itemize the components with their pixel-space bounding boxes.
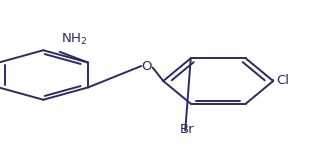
Text: Br: Br [180, 123, 194, 136]
Text: Cl: Cl [276, 74, 289, 87]
Text: NH$_2$: NH$_2$ [61, 32, 88, 47]
Text: O: O [142, 60, 152, 73]
